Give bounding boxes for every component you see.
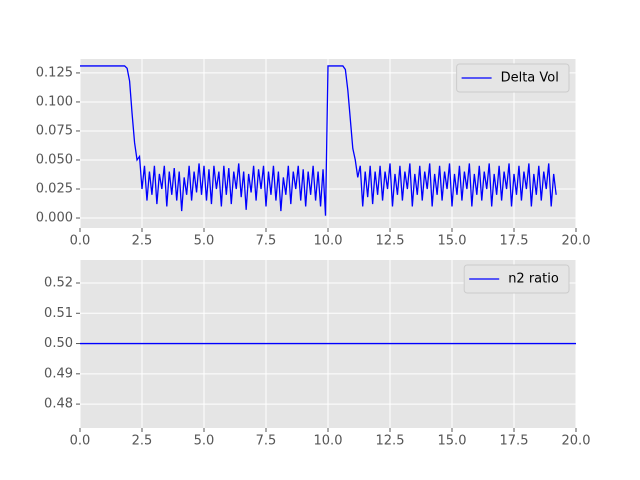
y-tick-label: 0.025	[36, 182, 73, 197]
y-tick-label: 0.000	[36, 211, 73, 226]
legend-box	[463, 264, 570, 294]
x-tick-label: 20.0	[562, 434, 591, 449]
y-tick-label: 0.075	[36, 123, 73, 138]
x-tick-label: 2.5	[132, 434, 153, 449]
y-tick-label: 0.52	[44, 276, 73, 291]
x-tick-label: 12.5	[376, 234, 405, 249]
x-tick-label: 0.0	[70, 234, 91, 249]
y-tick-label: 0.125	[36, 65, 73, 80]
x-tick-label: 5.0	[194, 434, 215, 449]
x-tick-label: 7.5	[256, 434, 277, 449]
x-tick-label: 12.5	[376, 434, 405, 449]
legend-label: n2 ratio	[508, 272, 559, 287]
data-line	[80, 65, 557, 216]
y-tick-label: 0.050	[36, 152, 73, 167]
x-tick-label: 17.5	[500, 434, 529, 449]
x-tick-label: 17.5	[500, 234, 529, 249]
legend-label: Delta Vol	[501, 71, 559, 86]
y-tick-label: 0.100	[36, 94, 73, 109]
x-tick-label: 10.0	[314, 234, 343, 249]
x-tick-label: 2.5	[132, 234, 153, 249]
legend-box	[456, 63, 570, 93]
x-tick-label: 15.0	[438, 234, 467, 249]
x-tick-label: 7.5	[256, 234, 277, 249]
y-tick-label: 0.48	[44, 397, 73, 412]
x-tick-label: 20.0	[562, 234, 591, 249]
x-tick-label: 0.0	[70, 434, 91, 449]
y-tick-label: 0.49	[44, 366, 73, 381]
x-tick-label: 15.0	[438, 434, 467, 449]
y-tick-label: 0.50	[44, 336, 73, 351]
y-tick-label: 0.51	[44, 306, 73, 321]
x-tick-label: 10.0	[314, 434, 343, 449]
x-tick-label: 5.0	[194, 234, 215, 249]
